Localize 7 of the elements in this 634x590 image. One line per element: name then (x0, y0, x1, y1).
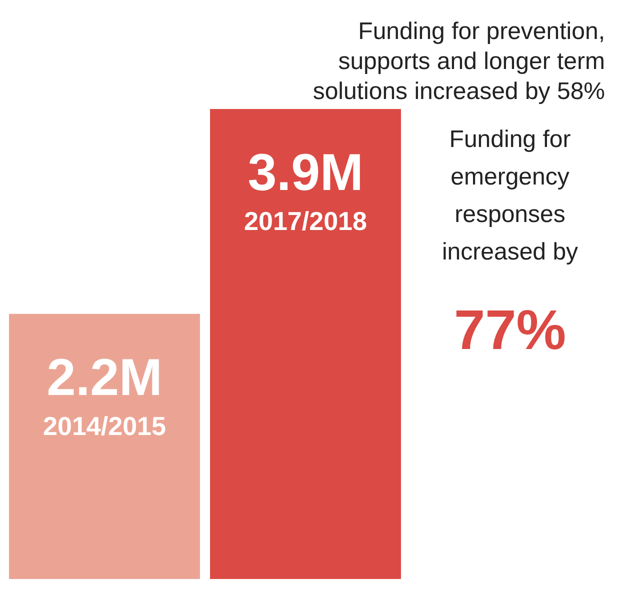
data-label: 2.2M (46, 348, 162, 407)
text: 77% (454, 298, 566, 361)
x-tick-label: 2017/2018 (244, 206, 367, 236)
x-tick-label: 2014/2015 (43, 410, 166, 441)
text: Funding for prevention, supports and longer term solutions increased by 58% (312, 18, 605, 105)
text: Funding for emergency responses increased by (442, 126, 578, 266)
data-label: 3.9M (248, 144, 364, 202)
